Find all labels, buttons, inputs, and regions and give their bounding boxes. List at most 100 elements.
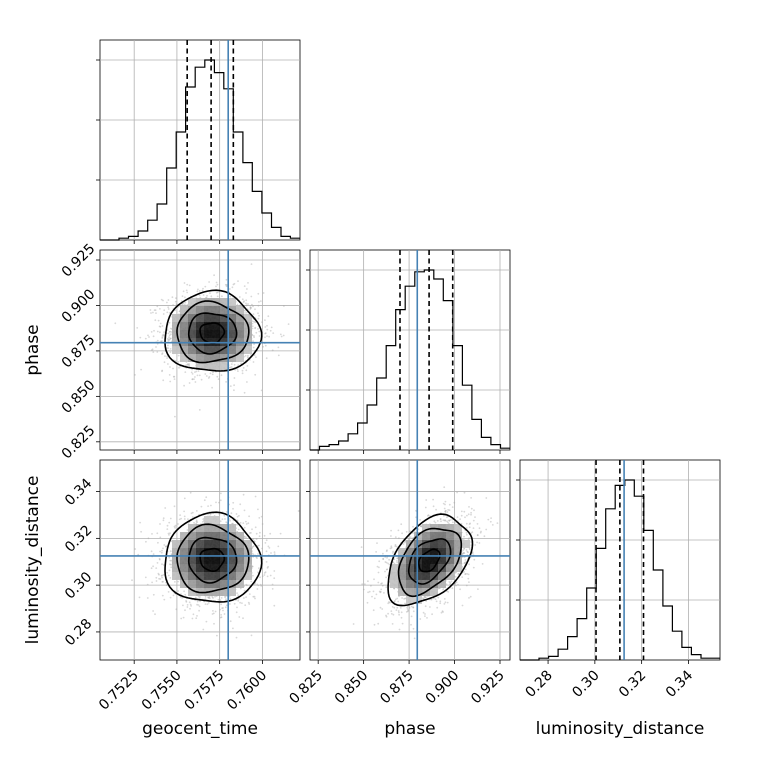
joint-geocent-time-luminosity-distance-point [261, 547, 263, 550]
joint-geocent-time-luminosity-distance-point [190, 605, 193, 607]
joint-geocent-time-luminosity-distance-point [263, 534, 266, 537]
joint-phase-luminosity-distance-point [388, 558, 390, 561]
joint-phase-luminosity-distance-point [489, 520, 492, 523]
joint-geocent-time-phase-point [277, 346, 280, 349]
joint-geocent-time-luminosity-distance-point [253, 583, 256, 585]
joint-geocent-time-luminosity-distance-point [163, 544, 166, 546]
joint-phase-luminosity-distance-point [410, 615, 413, 618]
joint-geocent-time-phase-density-cell [196, 362, 204, 370]
joint-geocent-time-phase-point [157, 319, 160, 322]
joint-geocent-time-phase-point [253, 343, 256, 345]
joint-geocent-time-luminosity-distance-point [151, 581, 154, 584]
joint-geocent-time-luminosity-distance-point [265, 539, 268, 542]
joint-geocent-time-luminosity-distance-contour-1 [187, 536, 238, 584]
joint-geocent-time-luminosity-distance-point [165, 584, 168, 587]
joint-geocent-time-phase-point [253, 354, 256, 356]
joint-geocent-time-phase-point [156, 339, 159, 342]
joint-geocent-time-phase-point [232, 283, 235, 286]
joint-phase-luminosity-distance-point [385, 615, 388, 618]
joint-phase-luminosity-distance-point [397, 610, 400, 612]
joint-geocent-time-phase-point [237, 364, 240, 366]
joint-geocent-time-luminosity-distance-point [186, 604, 189, 606]
joint-geocent-time-luminosity-distance-point [207, 513, 209, 516]
joint-phase-luminosity-distance-point [454, 583, 457, 585]
joint-phase-luminosity-distance-inner [310, 460, 510, 660]
joint-phase-luminosity-distance-point [422, 597, 425, 600]
joint-phase-luminosity-distance-point [396, 561, 399, 564]
joint-geocent-time-luminosity-distance-point [223, 514, 226, 517]
joint-geocent-time-luminosity-distance-point [252, 574, 254, 577]
joint-geocent-time-luminosity-distance-point [279, 532, 282, 535]
joint-phase-luminosity-distance-point [447, 509, 449, 511]
joint-geocent-time-phase-point [245, 292, 247, 294]
joint-geocent-time-phase-point [182, 290, 185, 293]
joint-geocent-time-phase-point [264, 332, 267, 334]
joint-phase-luminosity-distance-point [395, 609, 398, 611]
joint-geocent-time-luminosity-distance-point [183, 510, 186, 513]
joint-geocent-time-luminosity-distance-density-cell [204, 524, 212, 532]
joint-geocent-time-phase-inner [100, 250, 300, 450]
joint-geocent-time-phase-point [266, 335, 268, 337]
joint-geocent-time-phase-density-cell [188, 306, 196, 314]
joint-geocent-time-luminosity-distance-point [191, 511, 194, 514]
joint-phase-luminosity-distance-point [420, 525, 422, 527]
joint-phase-luminosity-distance-point [362, 588, 365, 591]
joint-geocent-time-phase-point [254, 373, 257, 376]
joint-geocent-time-luminosity-distance-point [212, 612, 215, 615]
joint-geocent-time-luminosity-distance-point [220, 614, 223, 616]
joint-phase-luminosity-distance-point [367, 580, 369, 583]
joint-geocent-time-phase-density-cell [220, 314, 228, 322]
joint-geocent-time-luminosity-distance-density-cell [244, 572, 252, 580]
hist-phase-frame [309, 249, 511, 451]
joint-geocent-time-luminosity-distance-density-cell [196, 524, 204, 532]
joint-geocent-time-phase-density-cell [180, 306, 188, 314]
joint-geocent-time-phase-point [161, 369, 164, 372]
joint-geocent-time-luminosity-distance-point [263, 572, 266, 574]
joint-geocent-time-phase-point [268, 335, 270, 338]
joint-geocent-time-phase-point [159, 325, 162, 328]
joint-geocent-time-phase-point [212, 371, 214, 374]
joint-geocent-time-luminosity-distance-point [170, 563, 173, 566]
joint-geocent-time-phase-point [254, 321, 257, 324]
joint-geocent-time-luminosity-distance-group [100, 460, 300, 660]
joint-geocent-time-phase-point [167, 306, 170, 309]
joint-geocent-time-phase-point [229, 366, 232, 369]
joint-geocent-time-luminosity-distance-point [220, 603, 223, 606]
joint-geocent-time-phase-point [158, 325, 161, 328]
joint-geocent-time-phase-point [265, 357, 268, 360]
joint-geocent-time-luminosity-distance-point [243, 597, 245, 599]
joint-phase-luminosity-distance-point [403, 598, 405, 600]
joint-geocent-time-luminosity-distance-point [219, 599, 222, 602]
joint-geocent-time-phase-point [254, 326, 257, 329]
joint-phase-luminosity-distance-point [394, 600, 396, 602]
joint-geocent-time-luminosity-distance-density-cell [196, 572, 204, 580]
joint-geocent-time-phase-point [177, 354, 180, 357]
joint-geocent-time-phase-density-cell [204, 330, 212, 338]
joint-phase-luminosity-distance-point [384, 561, 387, 563]
joint-geocent-time-luminosity-distance-point [269, 574, 272, 577]
joint-geocent-time-luminosity-distance-point [229, 519, 231, 522]
joint-geocent-time-luminosity-distance-point [269, 532, 272, 535]
joint-phase-luminosity-distance-point [439, 518, 442, 520]
joint-phase-luminosity-distance-point [467, 573, 470, 576]
joint-geocent-time-luminosity-distance-density-cell [236, 564, 244, 572]
joint-geocent-time-luminosity-distance-point [251, 552, 254, 555]
joint-geocent-time-luminosity-distance-point [152, 593, 155, 596]
joint-geocent-time-phase-point [183, 303, 186, 306]
joint-phase-luminosity-distance-point [444, 510, 447, 513]
joint-geocent-time-luminosity-distance-point [207, 596, 209, 598]
joint-phase-luminosity-distance-point [436, 520, 439, 522]
joint-geocent-time-luminosity-distance-point [177, 590, 180, 592]
joint-phase-luminosity-distance-point [442, 519, 445, 522]
joint-phase-luminosity-distance-point [442, 588, 444, 591]
joint-geocent-time-phase-point [233, 389, 235, 392]
joint-geocent-time-luminosity-distance-point [259, 531, 261, 534]
joint-geocent-time-phase-density-cell [204, 306, 212, 314]
joint-geocent-time-luminosity-distance-point [197, 595, 200, 598]
joint-geocent-time-phase-point [271, 349, 274, 352]
joint-phase-luminosity-distance-point [379, 591, 382, 594]
joint-phase-luminosity-distance-point [406, 606, 409, 609]
joint-geocent-time-phase-point [251, 327, 254, 330]
joint-geocent-time-luminosity-distance-point [183, 515, 186, 518]
joint-geocent-time-phase-point [168, 321, 171, 324]
